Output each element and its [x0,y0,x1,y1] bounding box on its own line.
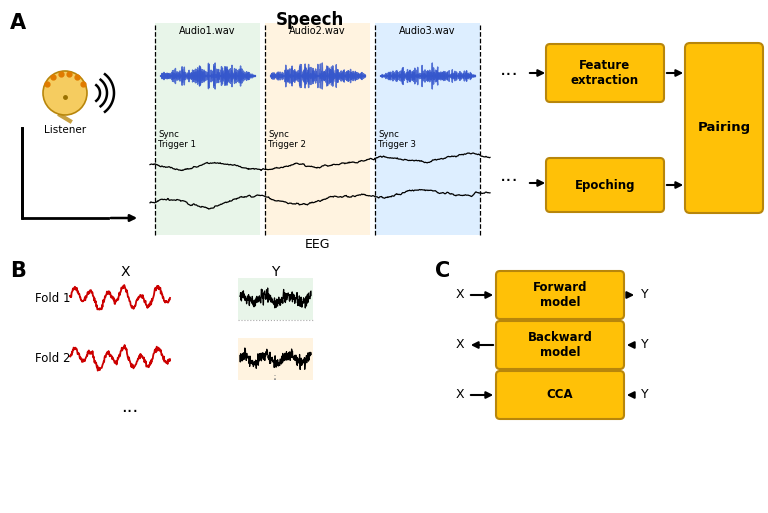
Text: Y: Y [271,265,280,279]
Text: Pairing: Pairing [697,122,750,134]
Text: Fold 1: Fold 1 [35,291,71,305]
Text: Feature
extraction: Feature extraction [571,59,639,87]
Bar [375,23,480,128]
Text: CCA: CCA [547,388,574,402]
FancyBboxPatch shape [496,371,624,419]
Text: Audio2.wav: Audio2.wav [290,26,346,36]
Text: Forward
model: Forward model [533,281,588,309]
Text: Listener: Listener [44,125,86,135]
Bar [238,278,313,320]
Text: Audio1.wav: Audio1.wav [179,26,236,36]
Text: C: C [435,261,450,281]
Bar [155,23,260,128]
Circle shape [43,71,87,115]
Text: EEG: EEG [305,238,330,251]
FancyBboxPatch shape [685,43,763,213]
Text: Speech: Speech [276,11,344,29]
FancyBboxPatch shape [496,321,624,369]
Text: Epoching: Epoching [574,179,635,191]
Bar [155,128,260,235]
FancyBboxPatch shape [546,44,664,102]
Text: B: B [10,261,26,281]
Text: X: X [121,265,130,279]
Text: X: X [455,288,465,302]
Text: Sync
Trigger 2: Sync Trigger 2 [268,130,306,149]
Text: X: X [455,339,465,351]
Text: Audio3.wav: Audio3.wav [399,26,455,36]
Bar [238,338,313,380]
Text: Y: Y [641,288,649,302]
Text: Fold 2: Fold 2 [35,351,71,365]
Text: Y: Y [641,388,649,402]
Text: ···: ··· [121,403,139,421]
Bar [265,23,370,128]
FancyBboxPatch shape [496,271,624,319]
Text: A: A [10,13,26,33]
Bar [265,128,370,235]
Text: Sync
Trigger 3: Sync Trigger 3 [378,130,416,149]
Text: Y: Y [641,339,649,351]
Text: ···: ··· [500,172,518,191]
Text: Sync
Trigger 1: Sync Trigger 1 [158,130,196,149]
Text: Backward
model: Backward model [528,331,592,359]
Bar [375,128,480,235]
Text: ···: ··· [500,66,518,85]
FancyBboxPatch shape [546,158,664,212]
Text: X: X [455,388,465,402]
